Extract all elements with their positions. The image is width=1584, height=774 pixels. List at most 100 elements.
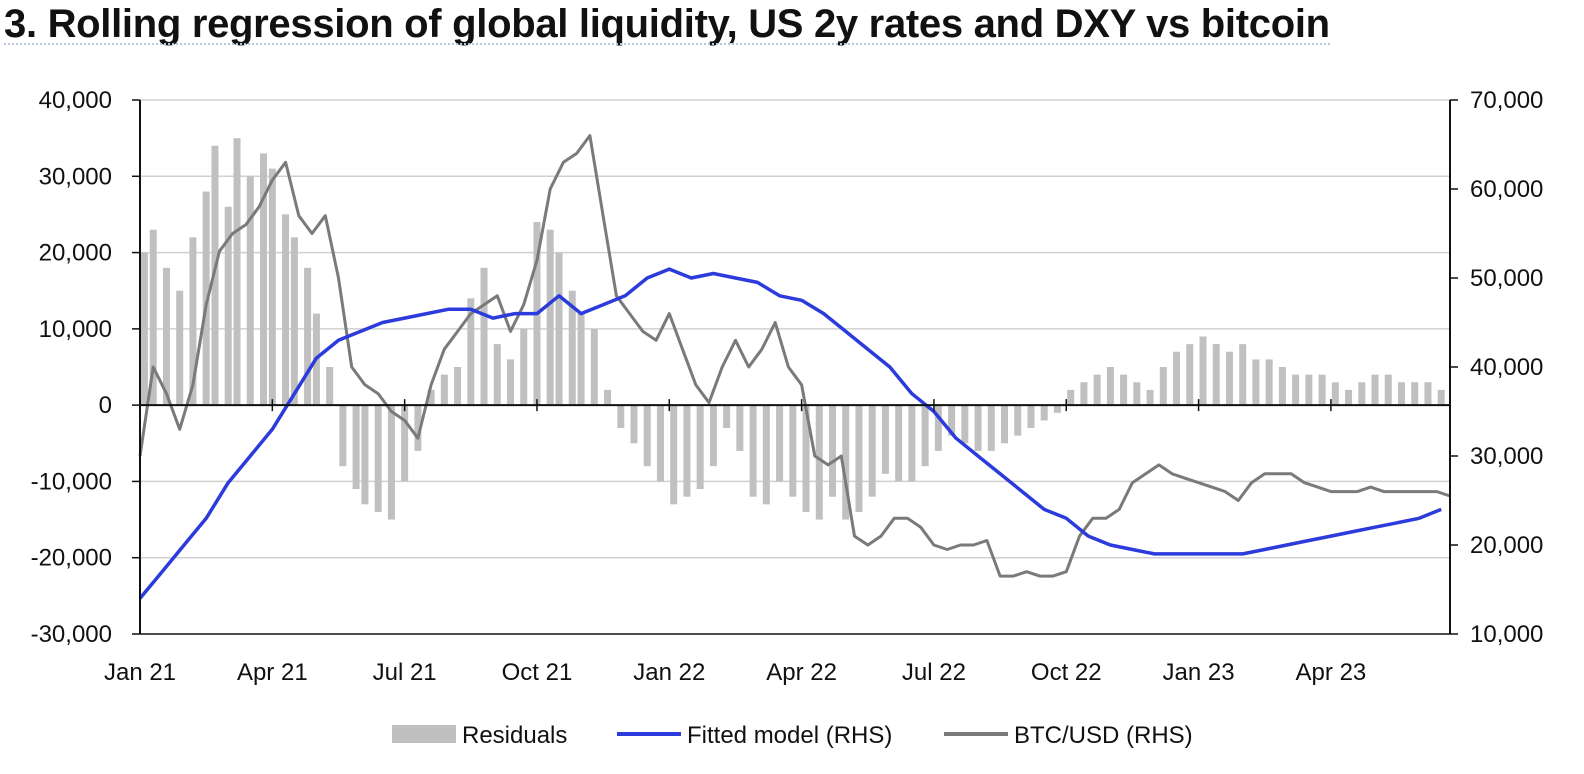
residual-bar xyxy=(1186,344,1194,406)
residual-bar xyxy=(352,405,360,490)
residual-bar xyxy=(776,405,784,482)
residual-bar xyxy=(374,405,382,512)
residual-bar xyxy=(1159,367,1167,406)
residual-bar xyxy=(546,229,554,406)
residual-bar xyxy=(828,405,836,497)
residual-bar xyxy=(895,405,903,482)
legend-label: Residuals xyxy=(462,722,567,749)
residual-bar xyxy=(140,252,148,406)
x-tick-label: Apr 22 xyxy=(766,659,837,686)
residual-bar xyxy=(948,405,956,436)
residual-bar xyxy=(656,405,664,482)
residual-bar xyxy=(1305,374,1313,406)
residual-bar xyxy=(934,405,942,451)
residual-bar xyxy=(339,405,347,467)
residual-bar xyxy=(961,405,969,444)
y-left-tick-label: 40,000 xyxy=(39,87,112,114)
residual-bar xyxy=(493,344,501,406)
residual-bar xyxy=(1331,382,1339,406)
residual-bar xyxy=(224,206,232,406)
y-right-tick-label: 50,000 xyxy=(1470,265,1543,292)
residual-bar xyxy=(1120,374,1128,406)
x-tick-label: Apr 23 xyxy=(1296,659,1367,686)
residual-bar xyxy=(1027,405,1035,429)
residual-bar xyxy=(723,405,731,429)
residual-bar xyxy=(630,405,638,444)
residual-bar xyxy=(1292,374,1300,406)
residual-bar xyxy=(387,405,395,520)
legend-label: Fitted model (RHS) xyxy=(687,722,892,749)
residual-bar xyxy=(233,138,241,406)
residual-bar xyxy=(842,405,850,520)
residual-bar xyxy=(162,267,170,406)
residual-bar xyxy=(1067,389,1075,406)
residual-bar xyxy=(868,405,876,497)
residual-bar xyxy=(1371,374,1379,406)
x-tick-label: Jul 22 xyxy=(902,659,966,686)
residual-bar xyxy=(1411,382,1419,406)
y-right-tick-label: 70,000 xyxy=(1470,87,1543,114)
residual-bar xyxy=(149,229,157,406)
chart-title: 3. Rolling regression of global liquidit… xyxy=(4,2,1330,46)
legend-swatch-residuals xyxy=(392,725,456,743)
gridlines xyxy=(140,99,1450,559)
residual-bar xyxy=(454,367,462,406)
y-right-tick-label: 30,000 xyxy=(1470,443,1543,470)
residual-bar xyxy=(1093,374,1101,406)
residual-bar xyxy=(1252,359,1260,406)
residual-bar xyxy=(520,328,528,406)
residual-bar xyxy=(1358,382,1366,406)
residual-bar xyxy=(921,405,929,467)
residual-bar xyxy=(211,145,219,406)
residual-bar xyxy=(974,405,982,451)
residual-bar xyxy=(568,290,576,406)
residual-bar xyxy=(1278,367,1286,406)
residual-bar xyxy=(670,405,678,505)
residuals-bars xyxy=(140,138,1445,520)
tick-labels: 40,000 30,000 20,000 10,000 0 -10,000 -20,000 -… xyxy=(31,87,1544,686)
residual-bar xyxy=(260,153,268,406)
x-tick-label: Jul 21 xyxy=(373,659,437,686)
residual-bar xyxy=(555,252,563,406)
x-tick-label: Oct 22 xyxy=(1031,659,1102,686)
residual-bar xyxy=(440,374,448,406)
residual-bar xyxy=(1199,336,1207,406)
residual-bar xyxy=(1001,405,1009,444)
residual-bar xyxy=(1424,382,1432,406)
residual-bar xyxy=(1265,359,1273,406)
residual-bar xyxy=(507,359,515,406)
x-tick-label: Apr 21 xyxy=(237,659,308,686)
y-right-tick-label: 10,000 xyxy=(1470,621,1543,648)
residual-bar xyxy=(815,405,823,520)
y-left-tick-label: -30,000 xyxy=(31,621,112,648)
residual-bar xyxy=(189,237,197,406)
residual-bar xyxy=(401,405,409,482)
residual-bar xyxy=(604,389,612,406)
residual-bar xyxy=(282,214,290,406)
residual-bar xyxy=(326,367,334,406)
residual-bar xyxy=(709,405,717,467)
y-left-tick-label: 10,000 xyxy=(39,316,112,343)
residual-bar xyxy=(1345,389,1353,406)
residual-bar xyxy=(1146,389,1154,406)
y-left-tick-label: 30,000 xyxy=(39,163,112,190)
y-right-tick-label: 40,000 xyxy=(1470,354,1543,381)
residual-bar xyxy=(987,405,995,451)
residual-bar xyxy=(855,405,863,512)
residual-bar xyxy=(1239,344,1247,406)
residual-bar xyxy=(427,389,435,406)
residual-bar xyxy=(590,328,598,406)
residual-bar xyxy=(467,298,475,406)
y-right-tick-label: 60,000 xyxy=(1470,176,1543,203)
residual-bar xyxy=(1106,367,1114,406)
legend-label: BTC/USD (RHS) xyxy=(1014,722,1193,749)
x-tick-label: Jan 22 xyxy=(633,659,705,686)
residual-bar xyxy=(683,405,691,497)
residual-bar xyxy=(414,405,422,451)
residual-bar xyxy=(1080,382,1088,406)
residual-bar xyxy=(268,168,276,406)
residual-bar xyxy=(696,405,704,490)
residual-bar xyxy=(304,267,312,406)
legend: Residuals Fitted model (RHS) BTC/USD (RHS) xyxy=(392,722,1193,749)
